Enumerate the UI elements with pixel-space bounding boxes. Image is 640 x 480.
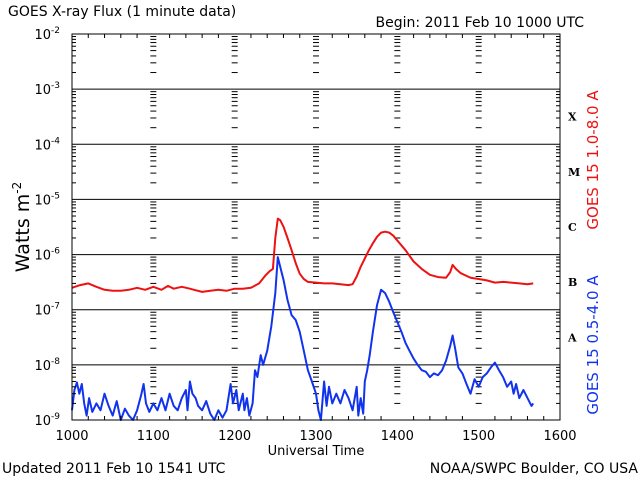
legend-label-0: GOES 15 1.0-8.0 A	[584, 90, 602, 230]
plot-grid	[72, 33, 560, 421]
series-legend: GOES 15 1.0-8.0 A GOES 15 0.5-4.0 A	[584, 90, 602, 415]
y-axis-label-exponent: -2	[10, 182, 24, 194]
flare-class-label: M	[568, 166, 580, 179]
plot-frame	[71, 33, 561, 421]
series-line-1	[71, 256, 535, 421]
y-axis-label-text: Watts m	[12, 194, 34, 273]
x-tick-label: 1600	[543, 429, 576, 444]
flare-class-label: C	[568, 221, 577, 234]
x-tick-label: 1500	[462, 429, 495, 444]
credit-label: NOAA/SWPC Boulder, CO USA	[430, 461, 639, 477]
y-tick-label: 10-9	[34, 412, 60, 429]
chart-title: GOES X-ray Flux (1 minute data)	[8, 4, 236, 20]
y-tick-label: 10-6	[34, 247, 60, 264]
legend-label-1: GOES 15 0.5-4.0 A	[584, 275, 602, 415]
x-axis-label: Universal Time	[268, 444, 365, 459]
begin-label: Begin: 2011 Feb 10 1000 UTC	[376, 15, 585, 31]
x-tick-label: 1000	[55, 429, 88, 444]
x-tick-label: 1400	[381, 429, 414, 444]
y-tick-label: 10-8	[34, 357, 60, 374]
plot-series	[71, 217, 535, 421]
updated-label: Updated 2011 Feb 10 1541 UTC	[2, 461, 226, 477]
flare-class-label: B	[568, 276, 577, 289]
y-tick-label: 10-7	[34, 302, 60, 319]
series-line-0	[71, 217, 534, 293]
plot-axes: 10-9 10-8 10-7 10-6 10-5 10-4 10-3 10-2 1000 1100…	[34, 26, 580, 444]
y-tick-label: 10-2	[34, 26, 60, 43]
svg-text:Watts m-2: Watts m-2	[10, 182, 34, 273]
y-tick-label: 10-4	[34, 136, 60, 153]
x-tick-label: 1100	[137, 429, 170, 444]
x-tick-label: 1300	[299, 429, 332, 444]
y-axis-label: Watts m-2	[10, 182, 34, 273]
y-tick-label: 10-3	[34, 81, 60, 98]
x-tick-label: 1200	[218, 429, 251, 444]
y-tick-label: 10-5	[34, 191, 60, 208]
flare-class-label: X	[568, 111, 577, 124]
flare-class-label: A	[567, 331, 577, 344]
